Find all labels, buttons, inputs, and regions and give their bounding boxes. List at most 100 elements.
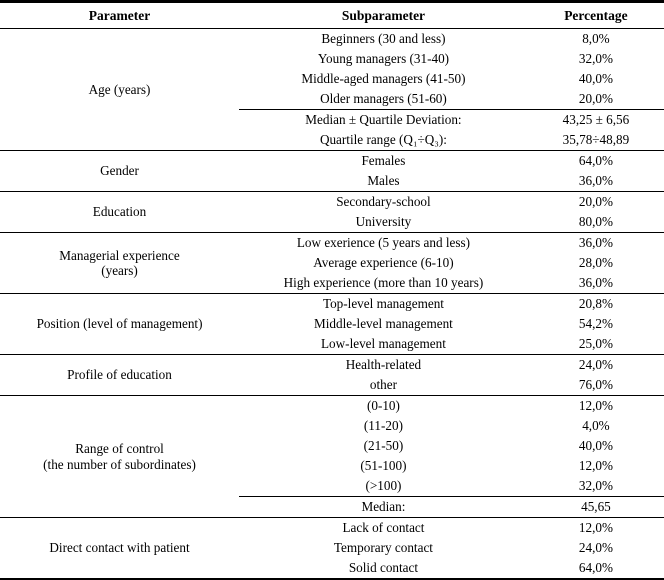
percentage-cell: 45,65	[527, 496, 664, 518]
subparameter-cell: Temporary contact	[333, 540, 433, 556]
table-row: (21-50) 40,0%	[0, 436, 664, 456]
percentage-cell: 28,0%	[578, 255, 613, 271]
table-row: (51-100) 12,0%	[0, 456, 664, 476]
table-row: Range of control (the number of subordin…	[0, 396, 664, 471]
percentage-cell: 20,0%	[578, 91, 613, 107]
percentage-cell: 32,0%	[578, 51, 613, 67]
subparameter-cell: (>100)	[365, 478, 402, 494]
table-section: Managerial experience (years) Low exerien…	[0, 233, 664, 294]
header-parameter: Parameter	[0, 1, 240, 29]
table-row: Young managers (31-40) 32,0%	[0, 49, 664, 69]
percentage-cell: 24,0%	[578, 540, 613, 556]
table-row: Middle-level management 54,2%	[0, 314, 664, 334]
percentage-cell: 40,0%	[578, 438, 613, 454]
parameter-cell: Direct contact with patient	[49, 540, 190, 556]
subparameter-cell: (0-10)	[366, 398, 400, 414]
percentage-cell: 40,0%	[578, 71, 613, 87]
percentage-cell: 12,0%	[578, 520, 613, 536]
subparameter-cell: Middle-aged managers (41-50)	[301, 71, 466, 87]
table-row: Middle-aged managers (41-50) 40,0%	[0, 69, 664, 89]
table-row: High experience (more than 10 years) 36,0…	[0, 273, 664, 294]
table-section: Education Secondary-school 20,0% University…	[0, 192, 664, 233]
percentage-cell: 24,0%	[578, 357, 613, 373]
percentage-cell: 64,0%	[578, 153, 613, 169]
table-section: Gender Females 64,0% Males 36,0%	[0, 151, 664, 192]
table-row: Profile of education Health-related 24,0%	[0, 355, 664, 382]
subparameter-cell: Lack of contact	[342, 520, 425, 536]
table-row: Position (level of management) Top-level …	[0, 294, 664, 331]
percentage-cell: 4,0%	[582, 418, 610, 434]
subparameter-cell: (51-100)	[360, 458, 407, 474]
table-row: Age (years) Beginners (30 and less) 8,0%	[0, 29, 664, 96]
subparameter-cell: Top-level management	[322, 296, 444, 312]
parameter-cell: Profile of education	[67, 367, 172, 383]
table-row: Education Secondary-school 20,0%	[0, 192, 664, 219]
subparameter-cell: Secondary-school	[336, 194, 431, 210]
percentage-cell: 36,0%	[578, 275, 613, 291]
subparameter-cell: other	[369, 377, 397, 393]
table-row: University 80,0%	[0, 212, 664, 233]
table-header-row: Parameter Subparameter Percentage	[0, 1, 664, 29]
table-row: Median: 45,65	[0, 496, 664, 518]
percentage-cell: 36,0%	[578, 235, 613, 251]
subparameter-cell: Median ± Quartile Deviation:	[239, 109, 528, 130]
table-row: Average experience (6-10) 28,0%	[0, 253, 664, 273]
header-row: Parameter Subparameter Percentage	[0, 1, 664, 29]
parameter-cell: Managerial experience (years)	[59, 247, 180, 278]
table-row: (>100) 32,0%	[0, 476, 664, 497]
table-row: other 76,0%	[0, 375, 664, 396]
subparameter-cell: Middle-level management	[314, 316, 453, 332]
subparameter-cell: Low exerience (5 years and less)	[296, 235, 471, 251]
table-section: Profile of education Health-related 24,0% o…	[0, 355, 664, 396]
subparameter-cell: Median:	[239, 496, 528, 518]
table-section: Age (years) Beginners (30 and less) 8,0% Yo…	[0, 29, 664, 151]
percentage-cell: 8,0%	[582, 31, 610, 47]
subparameter-cell: Older managers (51-60)	[320, 91, 447, 107]
subparameter-cell: High experience (more than 10 years)	[283, 275, 484, 291]
subparameter-cell: Young managers (31-40)	[317, 51, 450, 67]
header-percentage: Percentage	[527, 1, 664, 29]
table-row: Gender Females 64,0%	[0, 151, 664, 178]
table-section: Direct contact with patient Lack of conta…	[0, 518, 664, 580]
table-row: Temporary contact 24,0%	[0, 538, 664, 558]
percentage-cell: 12,0%	[578, 398, 613, 414]
percentage-cell: 12,0%	[578, 458, 613, 474]
subparameter-cell: Low-level management	[321, 336, 446, 352]
table-section: Range of control (the number of subordin…	[0, 396, 664, 518]
percentage-cell: 36,0%	[578, 173, 613, 189]
subparameter-cell: Average experience (6-10)	[313, 255, 454, 271]
percentage-cell: 25,0%	[578, 336, 613, 352]
table-section: Position (level of management) Top-level …	[0, 294, 664, 355]
percentage-cell: 20,0%	[578, 194, 613, 210]
parameter-cell: Education	[92, 204, 147, 220]
subparameter-cell: Quartile range (Q₁÷Q₃):	[319, 132, 447, 148]
percentage-cell: 64,0%	[578, 560, 613, 576]
subparameter-cell: (21-50)	[363, 438, 404, 454]
percentage-cell: 43,25 ± 6,56	[527, 109, 664, 130]
table-row: Direct contact with patient Lack of conta…	[0, 518, 664, 555]
percentage-cell: 80,0%	[578, 214, 613, 230]
percentage-cell: 35,78÷48,89	[562, 132, 630, 148]
percentage-cell: 76,0%	[578, 377, 613, 393]
subparameter-cell: (11-20)	[363, 418, 403, 434]
percentage-cell: 54,2%	[578, 316, 613, 332]
percentage-cell: 20,8%	[578, 296, 613, 312]
parameter-cell: Range of control (the number of subordin…	[43, 441, 196, 472]
parameter-cell: Position (level of management)	[36, 316, 203, 332]
subparameter-cell: Females	[361, 153, 406, 169]
table-row: Low-level management 25,0%	[0, 334, 664, 355]
parameter-cell: Age (years)	[88, 81, 151, 97]
table-row: Males 36,0%	[0, 171, 664, 192]
subparameter-cell: University	[355, 214, 412, 230]
percentage-cell: 32,0%	[578, 478, 613, 494]
table-row: Managerial experience (years) Low exerien…	[0, 233, 664, 278]
subparameter-cell: Beginners (30 and less)	[321, 31, 446, 47]
table-row: Median ± Quartile Deviation: 43,25 ± 6,56	[0, 109, 664, 130]
header-subparameter: Subparameter	[239, 1, 528, 29]
subparameter-cell: Solid contact	[348, 560, 419, 576]
subparameter-cell: Males	[367, 173, 400, 189]
table-row: Solid contact 64,0%	[0, 558, 664, 579]
table-row: Quartile range (Q₁÷Q₃): 35,78÷48,89	[0, 130, 664, 151]
